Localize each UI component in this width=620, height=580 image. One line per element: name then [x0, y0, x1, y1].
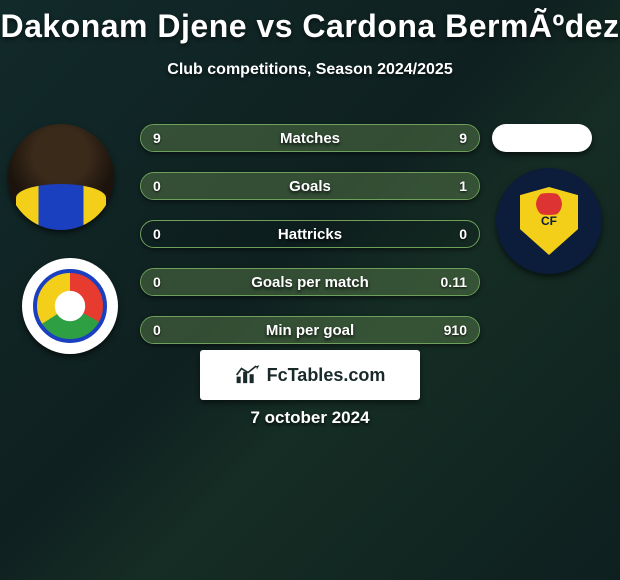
chart-icon [235, 364, 261, 386]
club-left-crest [22, 258, 118, 354]
player-right-avatar [492, 124, 592, 152]
stat-label: Goals per match [141, 274, 479, 291]
player-left-avatar [8, 124, 114, 230]
stat-row: 0Min per goal910 [140, 316, 480, 344]
getafe-crest-icon [33, 269, 107, 343]
stat-label: Min per goal [141, 322, 479, 339]
stat-label: Goals [141, 178, 479, 195]
stat-row: 0Goals per match0.11 [140, 268, 480, 296]
villarreal-crest-icon: CF [520, 187, 578, 255]
stat-right-value: 9 [459, 130, 467, 146]
stat-row: 9Matches9 [140, 124, 480, 152]
stat-right-value: 0 [459, 226, 467, 242]
site-badge[interactable]: FcTables.com [200, 350, 420, 400]
club-right-crest: CF [496, 168, 602, 274]
stat-right-value: 0.11 [441, 274, 467, 290]
stat-row: 0Goals1 [140, 172, 480, 200]
stat-right-value: 910 [444, 322, 467, 338]
footer-date: 7 october 2024 [0, 408, 620, 428]
comparison-table: 9Matches90Goals10Hattricks00Goals per ma… [140, 124, 480, 364]
site-label: FcTables.com [267, 365, 386, 386]
stat-label: Hattricks [141, 226, 479, 243]
page-subtitle: Club competitions, Season 2024/2025 [0, 61, 620, 79]
stat-right-value: 1 [459, 178, 467, 194]
page-title: Dakonam Djene vs Cardona BermÃºdez [0, 0, 620, 45]
stat-row: 0Hattricks0 [140, 220, 480, 248]
stat-label: Matches [141, 130, 479, 147]
